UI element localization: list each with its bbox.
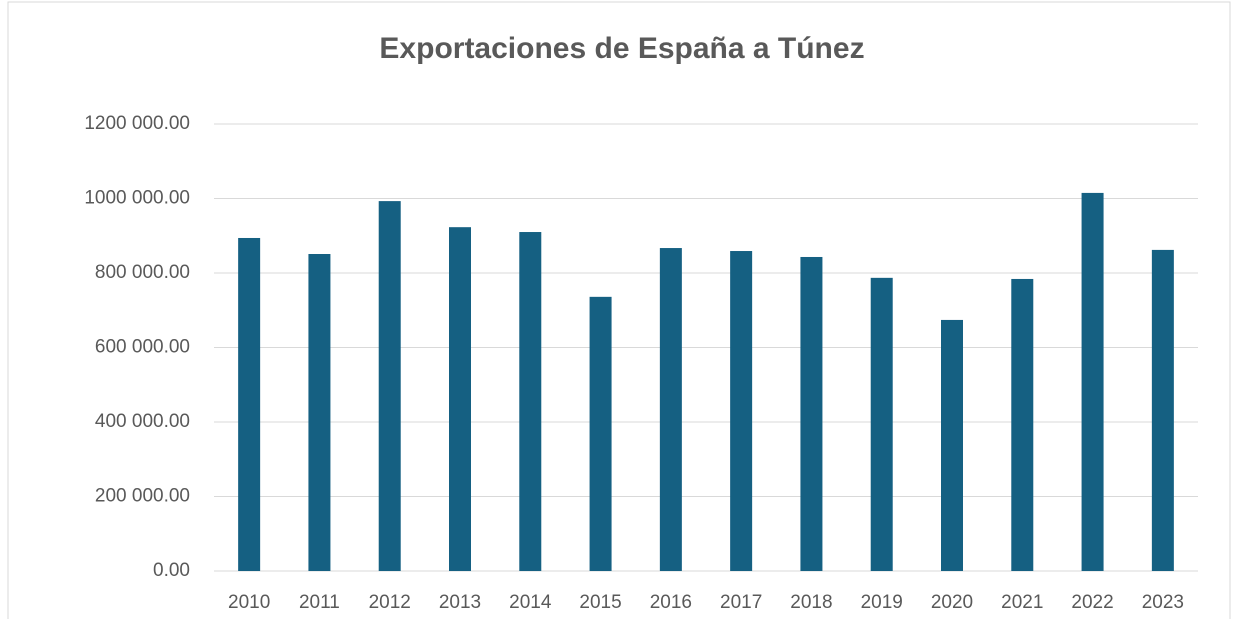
bar — [659, 248, 682, 572]
chart-frame — [7, 1, 1231, 619]
x-tick-label: 2021 — [1001, 592, 1043, 613]
x-tick-label: 2023 — [1142, 592, 1184, 613]
x-tick-label: 2022 — [1071, 592, 1113, 613]
bar — [519, 232, 542, 571]
x-tick-label: 2014 — [509, 592, 552, 613]
y-tick-label: 200 000.00 — [95, 486, 190, 507]
x-tick-label: 2020 — [931, 592, 973, 613]
y-tick-label: 400 000.00 — [95, 411, 190, 432]
bar — [870, 277, 893, 571]
bar — [449, 227, 471, 571]
bar — [1011, 278, 1034, 571]
bar — [378, 201, 401, 572]
x-tick-label: 2012 — [369, 592, 411, 613]
bar — [941, 319, 963, 571]
bar — [308, 254, 331, 571]
chart-title: Exportaciones de España a Túnez — [379, 32, 864, 65]
y-tick-label: 800 000.00 — [95, 262, 190, 283]
x-tick-label: 2018 — [790, 592, 832, 613]
bar — [1081, 192, 1104, 571]
y-tick-label: 1000 000.00 — [84, 188, 190, 209]
bar — [730, 251, 753, 571]
y-tick-label: 0.00 — [153, 560, 190, 581]
y-tick-label: 600 000.00 — [95, 337, 190, 358]
x-tick-label: 2015 — [579, 592, 621, 613]
bar — [238, 237, 261, 572]
bar — [1151, 249, 1174, 571]
x-tick-label: 2011 — [299, 592, 340, 613]
x-tick-label: 2017 — [720, 592, 762, 613]
x-tick-label: 2019 — [861, 592, 903, 613]
x-tick-label: 2016 — [650, 592, 692, 613]
bar — [800, 256, 823, 571]
x-tick-label: 2010 — [228, 592, 270, 613]
y-tick-label: 1200 000.00 — [84, 113, 190, 134]
bar — [589, 296, 612, 571]
x-tick-label: 2013 — [439, 592, 481, 613]
